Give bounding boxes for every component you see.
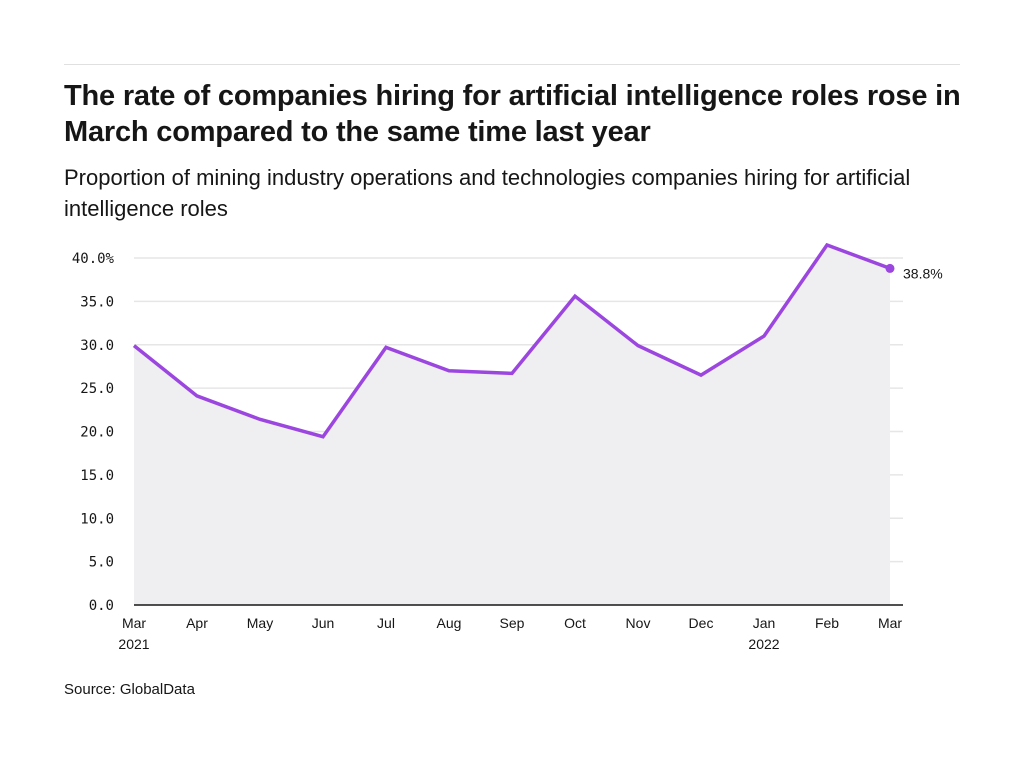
y-tick-label: 40.0% bbox=[72, 251, 115, 267]
x-tick-label: Feb bbox=[815, 615, 839, 631]
x-tick-label: Jan bbox=[753, 615, 776, 631]
x-tick-label: Jul bbox=[377, 615, 395, 631]
x-tick-year-label: 2022 bbox=[748, 636, 779, 652]
chart-title: The rate of companies hiring for artific… bbox=[64, 80, 961, 148]
y-tick-label: 10.0 bbox=[80, 511, 114, 527]
data-point bbox=[885, 263, 895, 273]
x-tick-label: Oct bbox=[564, 615, 586, 631]
y-tick-label: 25.0 bbox=[80, 381, 114, 397]
x-tick-label: Mar bbox=[878, 615, 902, 631]
x-tick-label: Dec bbox=[689, 615, 714, 631]
x-tick-year-label: 2021 bbox=[118, 636, 149, 652]
chart-subtitle: Proportion of mining industry operations… bbox=[64, 165, 911, 221]
x-tick-label: Apr bbox=[186, 615, 208, 631]
end-value-label: 38.8% bbox=[903, 265, 943, 281]
y-tick-label: 5.0 bbox=[89, 555, 114, 571]
y-tick-label: 0.0 bbox=[89, 598, 114, 614]
area-fill bbox=[134, 244, 890, 606]
source-note: Source: GlobalData bbox=[64, 681, 195, 698]
x-tick-label: Mar bbox=[122, 615, 146, 631]
x-axis-ticks: Mar 2021 Apr May Jun Jul Aug Sep Oct Nov Dec Jan 202… bbox=[118, 615, 902, 652]
y-tick-label: 20.0 bbox=[80, 425, 114, 441]
y-tick-label: 15.0 bbox=[80, 468, 114, 484]
x-tick-label: Jun bbox=[312, 615, 335, 631]
x-tick-label: Nov bbox=[626, 615, 651, 631]
series-line bbox=[132, 242, 891, 439]
x-tick-label: Aug bbox=[437, 615, 462, 631]
y-axis-ticks: 0.0 5.0 10.0 15.0 20.0 25.0 30.0 35.0 40.0% bbox=[72, 251, 115, 614]
y-tick-label: 30.0 bbox=[80, 338, 114, 354]
x-tick-label: Sep bbox=[500, 615, 525, 631]
data-points bbox=[885, 263, 895, 273]
top-divider bbox=[64, 64, 960, 65]
y-tick-label: 35.0 bbox=[80, 294, 114, 310]
x-tick-label: May bbox=[247, 615, 273, 631]
